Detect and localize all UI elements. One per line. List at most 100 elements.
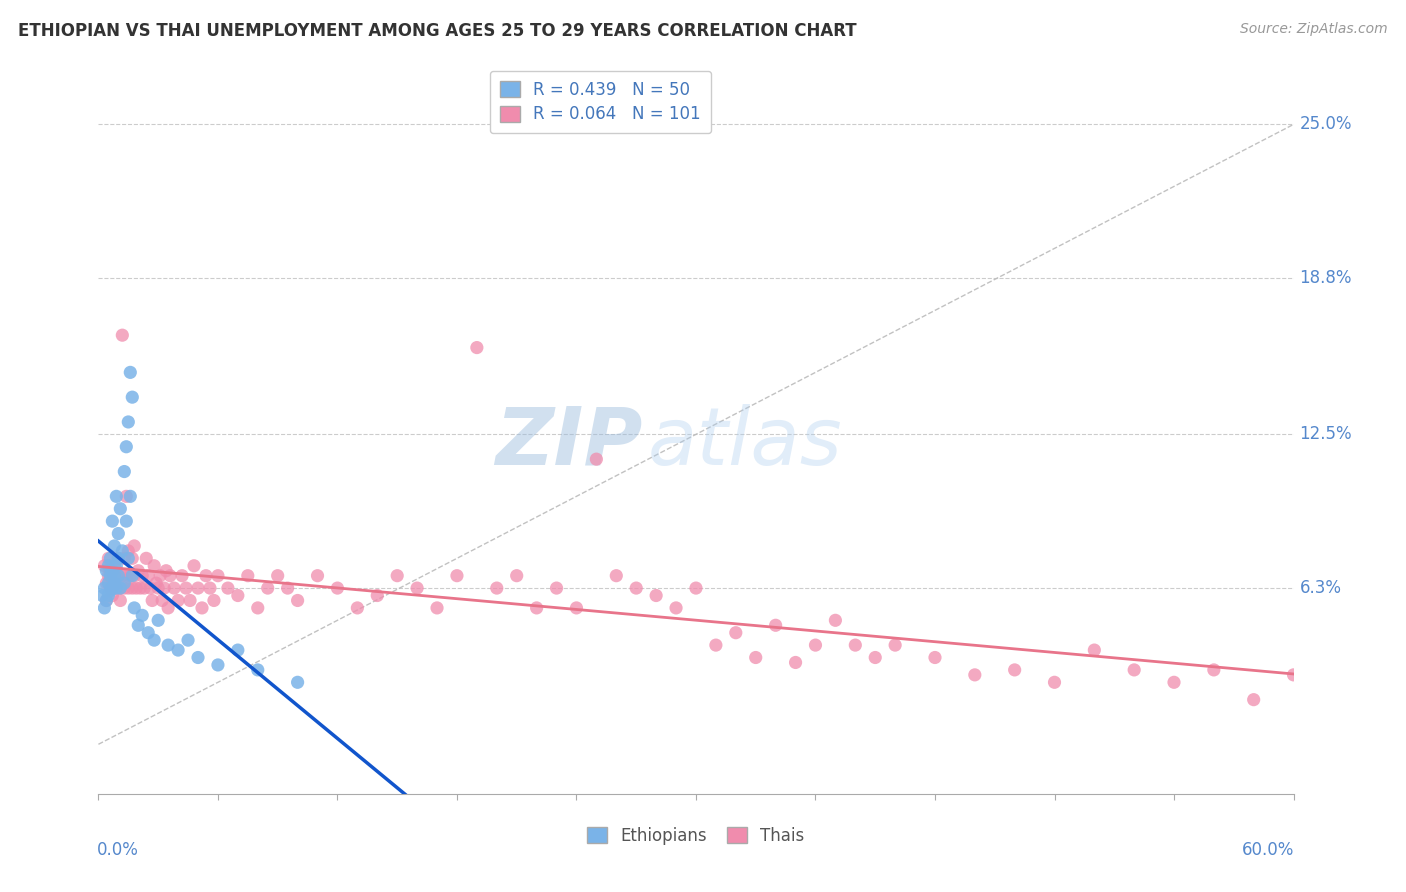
Point bbox=[105, 558, 128, 573]
Text: 18.8%: 18.8% bbox=[1299, 269, 1353, 287]
Text: 6.3%: 6.3% bbox=[1299, 579, 1341, 597]
Point bbox=[97, 589, 120, 603]
Point bbox=[101, 564, 124, 578]
Point bbox=[129, 581, 152, 595]
Point bbox=[685, 581, 707, 595]
Point bbox=[236, 568, 259, 582]
Point bbox=[124, 539, 146, 553]
Point bbox=[1043, 675, 1066, 690]
Point bbox=[97, 551, 120, 566]
Point bbox=[96, 576, 118, 591]
Point bbox=[127, 564, 149, 578]
Text: 0.0%: 0.0% bbox=[97, 841, 139, 859]
Point bbox=[115, 489, 138, 503]
Point bbox=[93, 581, 115, 595]
Point bbox=[121, 551, 143, 566]
Text: 25.0%: 25.0% bbox=[1299, 115, 1353, 134]
Point bbox=[1243, 692, 1265, 706]
Point bbox=[110, 581, 132, 595]
Point bbox=[105, 564, 128, 578]
Point bbox=[307, 568, 329, 582]
Point bbox=[605, 568, 627, 582]
Point bbox=[97, 568, 120, 582]
Point bbox=[485, 581, 508, 595]
Point bbox=[565, 601, 588, 615]
Point bbox=[101, 581, 124, 595]
Point bbox=[1163, 675, 1185, 690]
Point bbox=[110, 593, 132, 607]
Point bbox=[155, 564, 177, 578]
Point bbox=[226, 589, 249, 603]
Point bbox=[226, 643, 249, 657]
Point bbox=[93, 601, 115, 615]
Point bbox=[101, 568, 124, 582]
Point bbox=[1083, 643, 1105, 657]
Point bbox=[112, 581, 135, 595]
Point bbox=[112, 465, 135, 479]
Point bbox=[1202, 663, 1225, 677]
Point bbox=[167, 593, 190, 607]
Point bbox=[157, 638, 180, 652]
Point bbox=[115, 440, 138, 454]
Point bbox=[665, 601, 688, 615]
Point bbox=[135, 551, 157, 566]
Point bbox=[98, 564, 122, 578]
Point bbox=[120, 489, 142, 503]
Point bbox=[111, 328, 134, 343]
Point bbox=[187, 581, 209, 595]
Point bbox=[277, 581, 299, 595]
Point bbox=[1004, 663, 1026, 677]
Point bbox=[134, 581, 156, 595]
Point bbox=[111, 568, 134, 582]
Point bbox=[865, 650, 887, 665]
Point bbox=[191, 601, 214, 615]
Point bbox=[426, 601, 449, 615]
Point bbox=[824, 613, 846, 627]
Text: ZIP: ZIP bbox=[495, 404, 643, 482]
Point bbox=[117, 581, 139, 595]
Point bbox=[98, 551, 122, 566]
Point bbox=[183, 558, 205, 573]
Point bbox=[765, 618, 787, 632]
Point bbox=[120, 365, 142, 379]
Point bbox=[346, 601, 368, 615]
Point bbox=[724, 625, 747, 640]
Point bbox=[148, 581, 170, 595]
Point bbox=[120, 568, 142, 582]
Point bbox=[924, 650, 946, 665]
Point bbox=[366, 589, 388, 603]
Point bbox=[145, 576, 167, 591]
Point bbox=[121, 581, 143, 595]
Point bbox=[103, 576, 125, 591]
Text: 60.0%: 60.0% bbox=[1243, 841, 1295, 859]
Point bbox=[645, 589, 668, 603]
Point bbox=[103, 539, 125, 553]
Point bbox=[326, 581, 349, 595]
Point bbox=[121, 568, 143, 582]
Point bbox=[174, 581, 197, 595]
Point bbox=[98, 581, 122, 595]
Point bbox=[446, 568, 468, 582]
Point bbox=[177, 633, 200, 648]
Point bbox=[704, 638, 727, 652]
Point bbox=[202, 593, 225, 607]
Legend: Ethiopians, Thais: Ethiopians, Thais bbox=[581, 820, 811, 851]
Point bbox=[148, 613, 170, 627]
Point bbox=[217, 581, 239, 595]
Point bbox=[287, 593, 309, 607]
Text: ETHIOPIAN VS THAI UNEMPLOYMENT AMONG AGES 25 TO 29 YEARS CORRELATION CHART: ETHIOPIAN VS THAI UNEMPLOYMENT AMONG AGE… bbox=[18, 22, 856, 40]
Text: 12.5%: 12.5% bbox=[1299, 425, 1353, 443]
Point bbox=[115, 514, 138, 528]
Point bbox=[91, 589, 114, 603]
Point bbox=[187, 650, 209, 665]
Point bbox=[385, 568, 409, 582]
Point bbox=[124, 601, 146, 615]
Text: atlas: atlas bbox=[648, 404, 844, 482]
Point bbox=[167, 643, 190, 657]
Point bbox=[465, 341, 488, 355]
Text: Source: ZipAtlas.com: Source: ZipAtlas.com bbox=[1240, 22, 1388, 37]
Point bbox=[526, 601, 548, 615]
Point bbox=[198, 581, 221, 595]
Point bbox=[110, 501, 132, 516]
Point bbox=[143, 558, 166, 573]
